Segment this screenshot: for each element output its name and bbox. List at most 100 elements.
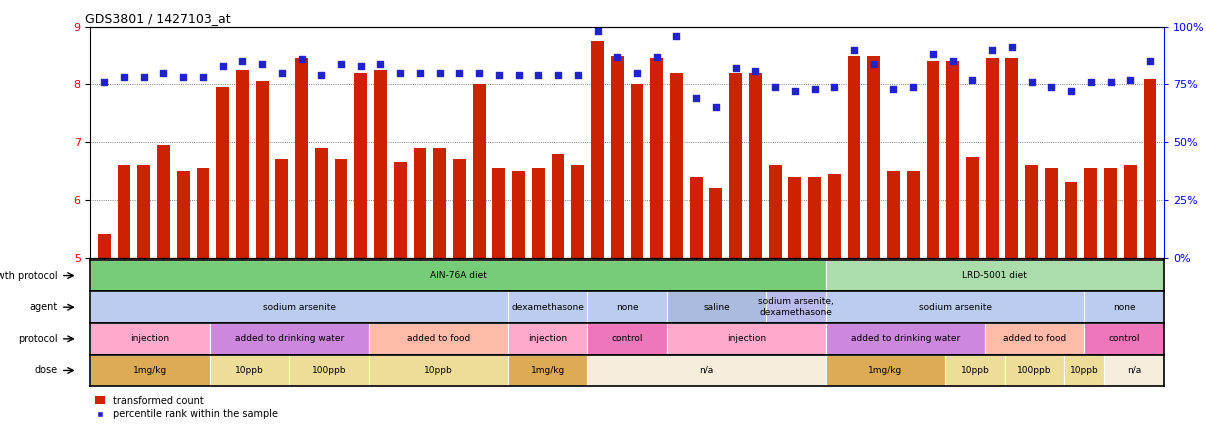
Text: 10ppb: 10ppb	[235, 366, 264, 375]
Bar	[289, 355, 369, 386]
Bar	[611, 56, 624, 258]
Point	[745, 67, 765, 74]
Bar	[453, 159, 466, 258]
Point	[332, 60, 351, 67]
Bar	[671, 73, 683, 258]
Point	[469, 69, 488, 76]
Bar	[867, 56, 880, 258]
Bar	[826, 260, 1164, 291]
Point	[233, 58, 252, 65]
Bar	[1084, 323, 1164, 355]
Text: agent: agent	[29, 302, 58, 312]
Text: 10ppb: 10ppb	[961, 366, 989, 375]
Bar	[513, 171, 525, 258]
Bar	[117, 165, 130, 258]
Text: 10ppb: 10ppb	[425, 366, 452, 375]
Point	[1141, 58, 1160, 65]
Point	[509, 71, 528, 79]
Text: added to food: added to food	[1003, 334, 1066, 343]
Point	[785, 88, 804, 95]
Bar	[197, 168, 210, 258]
Bar	[730, 73, 742, 258]
Point	[213, 62, 233, 69]
Bar	[210, 355, 289, 386]
Bar	[1044, 168, 1058, 258]
Bar	[157, 145, 170, 258]
Bar	[90, 355, 210, 386]
Point	[311, 71, 330, 79]
Bar	[551, 154, 564, 258]
Point	[587, 28, 607, 35]
Point	[391, 69, 410, 76]
Bar	[433, 148, 446, 258]
Bar	[334, 159, 347, 258]
Point	[193, 74, 212, 81]
Bar	[985, 323, 1084, 355]
Bar	[808, 177, 821, 258]
Point	[174, 74, 193, 81]
Bar	[295, 59, 308, 258]
Point	[903, 83, 923, 90]
Point	[1042, 83, 1061, 90]
Bar	[355, 73, 367, 258]
Point	[865, 60, 884, 67]
Bar	[394, 163, 406, 258]
Text: added to drinking water: added to drinking water	[850, 334, 960, 343]
Text: saline: saline	[703, 303, 730, 312]
Point	[1101, 79, 1120, 86]
Bar	[90, 260, 826, 291]
Bar	[985, 59, 999, 258]
Point	[804, 85, 824, 92]
Point	[943, 58, 962, 65]
Bar	[492, 168, 505, 258]
Point	[351, 62, 370, 69]
Bar	[848, 56, 860, 258]
Point	[962, 76, 982, 83]
Bar	[1105, 355, 1164, 386]
Bar	[587, 355, 826, 386]
Bar	[473, 84, 486, 258]
Bar	[789, 177, 801, 258]
Bar	[587, 291, 667, 323]
Text: added to drinking water: added to drinking water	[235, 334, 344, 343]
Text: protocol: protocol	[18, 334, 58, 344]
Point	[94, 79, 113, 86]
Text: sodium arsenite,
dexamethasone: sodium arsenite, dexamethasone	[759, 297, 833, 317]
Text: none: none	[616, 303, 638, 312]
Text: AIN-76A diet: AIN-76A diet	[429, 271, 486, 280]
Point	[844, 46, 863, 53]
Bar	[508, 355, 587, 386]
Bar	[532, 168, 545, 258]
Bar	[966, 157, 979, 258]
Point	[686, 95, 706, 102]
Point	[884, 85, 903, 92]
Text: injection: injection	[727, 334, 766, 343]
Bar	[591, 41, 604, 258]
Bar	[946, 355, 1005, 386]
Bar	[926, 61, 939, 258]
Bar	[90, 323, 210, 355]
Bar	[369, 323, 508, 355]
Bar	[210, 323, 369, 355]
Text: LRD-5001 diet: LRD-5001 diet	[962, 271, 1028, 280]
Bar	[709, 188, 722, 258]
Bar	[508, 291, 587, 323]
Point	[766, 83, 785, 90]
Text: growth protocol: growth protocol	[0, 270, 58, 281]
Bar	[275, 159, 288, 258]
Point	[431, 69, 450, 76]
Point	[726, 65, 745, 72]
Text: none: none	[1113, 303, 1135, 312]
Text: sodium arsenite: sodium arsenite	[263, 303, 335, 312]
Bar	[414, 148, 427, 258]
Bar	[508, 323, 587, 355]
Bar	[826, 323, 985, 355]
Point	[627, 69, 646, 76]
Text: GDS3801 / 1427103_at: GDS3801 / 1427103_at	[86, 12, 230, 25]
Bar	[947, 61, 959, 258]
Bar	[690, 177, 703, 258]
Bar	[667, 323, 826, 355]
Text: n/a: n/a	[699, 366, 714, 375]
Bar	[369, 355, 508, 386]
Point	[1081, 79, 1100, 86]
